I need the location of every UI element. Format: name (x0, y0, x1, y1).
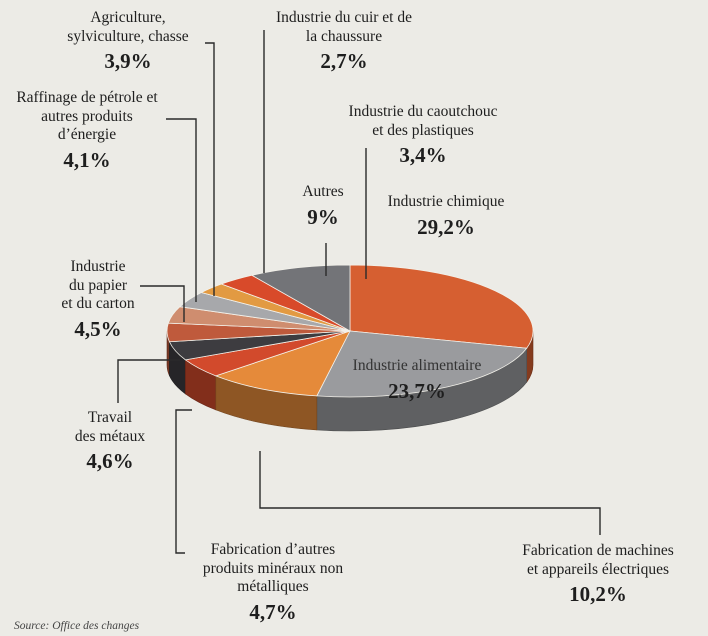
label-chimique: Industrie chimique 29,2% (387, 193, 505, 239)
label-agriculture: Agriculture, sylviculture, chasse 3,9% (67, 9, 189, 74)
label-machines: Fabrication de machines et appareils éle… (522, 542, 674, 607)
pie-slice-autres (250, 264, 351, 332)
leader-lines (117, 30, 601, 554)
label-mineraux: Fabrication d’autres produits minéraux n… (202, 541, 344, 624)
label-raffinage: Raffinage de pétrole et autres produits … (16, 89, 158, 172)
pie-slice-industrie-alimentaire (316, 330, 528, 398)
leader-line (117, 359, 180, 403)
label-metaux: Travail des métaux 4,6% (74, 409, 146, 474)
label-alimentaire: Industrie alimentaire 23,7% (352, 357, 482, 403)
leader-line (259, 451, 601, 535)
label-cuir: Industrie du cuir et de la chaussure 2,7… (275, 9, 412, 74)
leader-line (205, 42, 215, 296)
source-note: Source: Office des changes (14, 620, 140, 632)
leader-line (140, 285, 185, 322)
pie-slice-industrie-chimique (349, 264, 534, 349)
label-caoutchouc: Industrie du caoutchouc et des plastique… (348, 103, 498, 168)
leader-line (175, 409, 192, 554)
leader-line (166, 118, 197, 302)
pie-slice-fabrication-de-machines-et-appareils-e-lectriques (214, 330, 351, 397)
label-papier: Industrie du papier et du carton 4,5% (61, 258, 135, 341)
label-autres: Autres 9% (302, 183, 344, 229)
